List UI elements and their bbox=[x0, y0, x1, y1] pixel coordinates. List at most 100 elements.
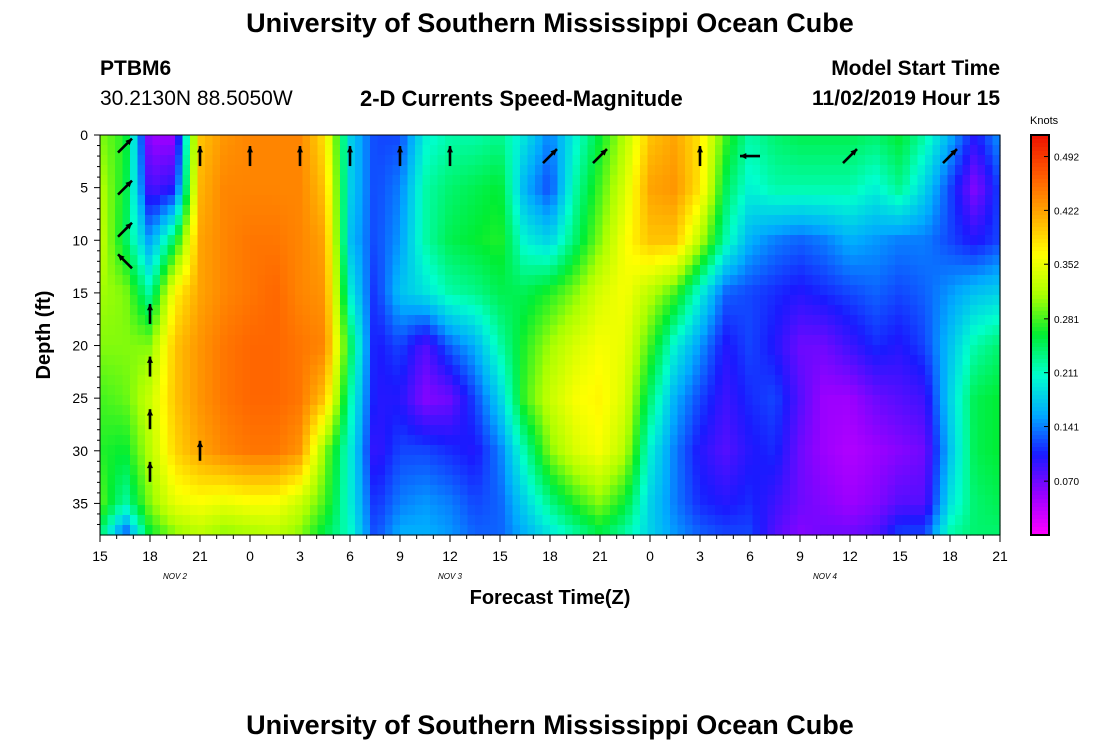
heatmap-cell bbox=[805, 475, 814, 486]
heatmap-cell bbox=[400, 435, 409, 446]
heatmap-cell bbox=[220, 225, 229, 236]
heatmap-cell bbox=[932, 425, 941, 436]
heatmap-cell bbox=[107, 175, 116, 186]
heatmap-cell bbox=[887, 275, 896, 286]
heatmap-cell bbox=[925, 215, 934, 226]
heatmap-cell bbox=[445, 295, 454, 306]
heatmap-cell bbox=[557, 285, 566, 296]
heatmap-cell bbox=[985, 215, 994, 226]
heatmap-cell bbox=[130, 425, 139, 436]
heatmap-cell bbox=[722, 215, 731, 226]
heatmap-cell bbox=[835, 135, 844, 146]
heatmap-cell bbox=[385, 365, 394, 376]
heatmap-cell bbox=[670, 295, 679, 306]
heatmap-cell bbox=[347, 375, 356, 386]
heatmap-cell bbox=[482, 515, 491, 526]
heatmap-cell bbox=[572, 175, 581, 186]
heatmap-cell bbox=[932, 185, 941, 196]
heatmap-cell bbox=[865, 515, 874, 526]
heatmap-cell bbox=[415, 285, 424, 296]
heatmap-cell bbox=[302, 155, 311, 166]
heatmap-cell bbox=[422, 175, 431, 186]
heatmap-cell bbox=[310, 405, 319, 416]
heatmap-cell bbox=[272, 345, 281, 356]
heatmap-cell bbox=[580, 525, 589, 536]
heatmap-cell bbox=[175, 455, 184, 466]
heatmap-cell bbox=[602, 395, 611, 406]
heatmap-cell bbox=[827, 295, 836, 306]
heatmap-cell bbox=[295, 215, 304, 226]
heatmap-cell bbox=[257, 405, 266, 416]
heatmap-cell bbox=[347, 425, 356, 436]
heatmap-cell bbox=[355, 485, 364, 496]
heatmap-cell bbox=[527, 195, 536, 206]
heatmap-cell bbox=[430, 235, 439, 246]
heatmap-cell bbox=[130, 245, 139, 256]
heatmap-cell bbox=[332, 295, 341, 306]
heatmap-cell bbox=[310, 305, 319, 316]
heatmap-cell bbox=[362, 415, 371, 426]
heatmap-cell bbox=[782, 235, 791, 246]
heatmap-cell bbox=[550, 465, 559, 476]
heatmap-cell bbox=[662, 275, 671, 286]
heatmap-cell bbox=[437, 385, 446, 396]
heatmap-cell bbox=[580, 255, 589, 266]
heatmap-cell bbox=[542, 275, 551, 286]
heatmap-cell bbox=[467, 265, 476, 276]
heatmap-cell bbox=[107, 425, 116, 436]
heatmap-cell bbox=[490, 135, 499, 146]
heatmap-cell bbox=[955, 155, 964, 166]
heatmap-cell bbox=[617, 185, 626, 196]
heatmap-cell bbox=[542, 165, 551, 176]
heatmap-cell bbox=[385, 495, 394, 506]
heatmap-cell bbox=[692, 255, 701, 266]
heatmap-cell bbox=[407, 405, 416, 416]
heatmap-cell bbox=[430, 355, 439, 366]
heatmap-cell bbox=[557, 215, 566, 226]
heatmap-cell bbox=[340, 225, 349, 236]
heatmap-cell bbox=[947, 155, 956, 166]
heatmap-cell bbox=[122, 185, 131, 196]
heatmap-cell bbox=[490, 435, 499, 446]
heatmap-cell bbox=[385, 135, 394, 146]
heatmap-cell bbox=[962, 165, 971, 176]
heatmap-cell bbox=[527, 275, 536, 286]
heatmap-cell bbox=[775, 255, 784, 266]
heatmap-cell bbox=[182, 215, 191, 226]
heatmap-cell bbox=[557, 345, 566, 356]
heatmap-cell bbox=[947, 375, 956, 386]
heatmap-cell bbox=[970, 345, 979, 356]
heatmap-cell bbox=[520, 515, 529, 526]
heatmap-cell bbox=[707, 245, 716, 256]
heatmap-cell bbox=[280, 365, 289, 376]
heatmap-cell bbox=[932, 455, 941, 466]
heatmap-cell bbox=[692, 295, 701, 306]
heatmap-cell bbox=[332, 195, 341, 206]
heatmap-cell bbox=[835, 365, 844, 376]
heatmap-cell bbox=[385, 335, 394, 346]
heatmap-cell bbox=[632, 415, 641, 426]
heatmap-cell bbox=[152, 375, 161, 386]
heatmap-cell bbox=[467, 455, 476, 466]
heatmap-cell bbox=[602, 435, 611, 446]
heatmap-cell bbox=[310, 485, 319, 496]
heatmap-cell bbox=[662, 175, 671, 186]
heatmap-cell bbox=[272, 315, 281, 326]
heatmap-cell bbox=[272, 405, 281, 416]
heatmap-cell bbox=[767, 445, 776, 456]
heatmap-cell bbox=[572, 485, 581, 496]
heatmap-cell bbox=[850, 355, 859, 366]
heatmap-cell bbox=[752, 155, 761, 166]
heatmap-cell bbox=[782, 405, 791, 416]
heatmap-cell bbox=[895, 245, 904, 256]
heatmap-cell bbox=[512, 335, 521, 346]
heatmap-cell bbox=[355, 195, 364, 206]
heatmap-cell bbox=[782, 485, 791, 496]
heatmap-cell bbox=[467, 255, 476, 266]
heatmap-cell bbox=[437, 345, 446, 356]
heatmap-cell bbox=[910, 205, 919, 216]
heatmap-cell bbox=[647, 395, 656, 406]
heatmap-cell bbox=[880, 465, 889, 476]
heatmap-cell bbox=[250, 405, 259, 416]
heatmap-cell bbox=[850, 135, 859, 146]
